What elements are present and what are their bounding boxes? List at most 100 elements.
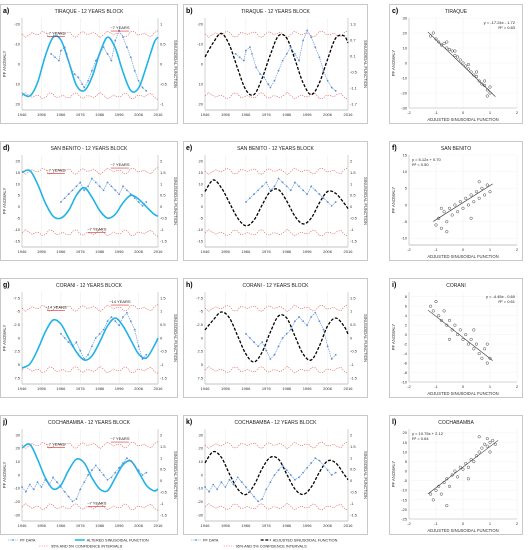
pf-data-point bbox=[220, 481, 223, 484]
pf-data-point bbox=[257, 345, 259, 348]
y-tick-label: -10 bbox=[197, 227, 204, 232]
scatter-point bbox=[466, 342, 470, 346]
pf-data-point bbox=[91, 345, 93, 348]
panel-j: j) COCHABAMBA - 12 YEARS BLOCK 1946 1956 196… bbox=[0, 415, 178, 535]
x-tick-label: 1 bbox=[489, 110, 492, 115]
scatter-point bbox=[483, 442, 487, 446]
pf-data-point bbox=[141, 358, 144, 360]
y-tick-label: 20 bbox=[199, 446, 204, 451]
panel-title: TIRAQUE - 12 YEARS BLOCK bbox=[241, 9, 310, 15]
pf-data-point bbox=[71, 189, 74, 192]
x-tick-label: 2006 bbox=[134, 386, 144, 391]
scatter-point bbox=[477, 435, 481, 439]
scatter-point bbox=[469, 337, 473, 341]
y-tick-label: 20 bbox=[16, 158, 21, 163]
pf-data-point bbox=[110, 476, 113, 479]
pf-data-point bbox=[110, 185, 113, 188]
pf-data-point bbox=[110, 59, 113, 62]
pf-data-point bbox=[114, 39, 117, 42]
y-tick-label: -4 bbox=[403, 351, 407, 356]
lower-confidence-line bbox=[21, 92, 159, 100]
annotation-label: ~7 YEARS bbox=[110, 436, 129, 441]
y-tick-label: 15 bbox=[403, 440, 408, 445]
panel-letter: k) bbox=[186, 419, 192, 426]
regression-equation: y = -17.24x - 1.72 bbox=[484, 20, 516, 25]
panel-frame bbox=[0, 141, 178, 261]
scatter-point bbox=[485, 94, 489, 98]
annotation-label: ~7 YEARS bbox=[87, 500, 106, 505]
annotation-label: ~7 YEARS bbox=[110, 162, 129, 167]
pf-data-point bbox=[122, 36, 124, 38]
y-tick-label: -20 bbox=[197, 499, 204, 504]
pf-data-point bbox=[110, 316, 113, 318]
y-tick-label: -8 bbox=[403, 370, 407, 375]
pf-data-point bbox=[102, 46, 105, 49]
panel-h: h) CORANI - 12 YEARS BLOCK 1946 1956 1966 197… bbox=[183, 278, 368, 398]
pf-data-point bbox=[318, 459, 321, 462]
lower-confidence-line bbox=[204, 229, 349, 237]
x-tick-label: 1966 bbox=[241, 249, 251, 254]
y2-tick-label: -1.5 bbox=[160, 512, 168, 517]
y-tick-label: -20 bbox=[401, 90, 408, 95]
y2-tick-label: 1 bbox=[160, 21, 163, 26]
pf-data-point bbox=[310, 462, 313, 464]
scatter-point bbox=[472, 347, 476, 351]
pf-data-point bbox=[314, 189, 317, 192]
scatter-point bbox=[439, 318, 443, 322]
panel-a: a) TIRAQUE - 12 YEARS BLOCK 1946 1956 1966 19… bbox=[0, 4, 178, 124]
panel-title: CORANI - 12 YEARS BLOCK bbox=[242, 283, 309, 289]
scatter-point bbox=[439, 43, 443, 47]
x-tick-label: -1 bbox=[434, 110, 438, 115]
scatter-point bbox=[477, 196, 481, 200]
x-tick-label: 0 bbox=[462, 247, 465, 252]
scatter-point bbox=[437, 216, 441, 220]
y2-axis-label: SINUSOIDAL FUNCTION bbox=[173, 40, 178, 88]
x-tick-label: 2016 bbox=[154, 249, 164, 254]
pf-data-point bbox=[60, 486, 62, 488]
panel-frame bbox=[389, 141, 523, 261]
scatter-point bbox=[464, 64, 468, 68]
y-tick-label: 15 bbox=[403, 152, 408, 157]
pf-data-point bbox=[94, 59, 97, 62]
pf-data-point bbox=[330, 205, 333, 207]
lower-confidence-line bbox=[21, 229, 159, 237]
pf-data-point bbox=[236, 476, 239, 479]
pf-data-point bbox=[318, 320, 321, 323]
pf-data-point bbox=[322, 464, 325, 467]
y-tick-label: 7.5 bbox=[14, 375, 20, 380]
pf-data-point bbox=[118, 466, 120, 469]
pf-data-point bbox=[314, 457, 317, 460]
y2-tick-label: -1.5 bbox=[350, 375, 358, 380]
x-tick-label: 1956 bbox=[37, 386, 47, 391]
pf-data-point bbox=[326, 469, 329, 472]
scatter-point bbox=[445, 40, 449, 44]
x-tick-label: 1976 bbox=[262, 386, 272, 391]
regression-equation: y = 5.12x + 0.70 bbox=[412, 157, 441, 162]
y-tick-label: 15 bbox=[199, 170, 204, 175]
y2-tick-label: 2 bbox=[350, 432, 353, 437]
pf-data-point bbox=[69, 66, 72, 69]
pf-data-point bbox=[267, 83, 270, 86]
y2-tick-label: 1 bbox=[350, 455, 353, 460]
x-tick-label: 1 bbox=[489, 521, 492, 526]
pf-data-point bbox=[232, 483, 235, 486]
panel-letter: i) bbox=[392, 282, 396, 289]
x-tick-label: 1976 bbox=[76, 112, 86, 117]
y2-tick-label: -1.1 bbox=[350, 85, 358, 90]
y2-axis-label: SINUSOIDAL FUNCTION bbox=[363, 177, 368, 225]
legend-pf-marker bbox=[12, 539, 14, 541]
x-tick-label: 1956 bbox=[221, 249, 231, 254]
pf-data-point bbox=[263, 76, 266, 79]
pf-data-point bbox=[306, 324, 308, 327]
y2-tick-label: -1 bbox=[350, 501, 354, 506]
x-tick-label: 0 bbox=[462, 110, 465, 115]
pf-data-point bbox=[306, 193, 308, 196]
pf-data-point bbox=[314, 311, 317, 314]
annotation-label: ~14 YEARS bbox=[109, 299, 131, 304]
r-squared-label: R² = 0.64 bbox=[412, 436, 429, 441]
trend-line bbox=[427, 440, 499, 495]
y-axis-label: PF ANOMALY bbox=[2, 325, 7, 352]
x-tick-label: 1996 bbox=[303, 249, 313, 254]
pf-data-point bbox=[75, 341, 78, 344]
